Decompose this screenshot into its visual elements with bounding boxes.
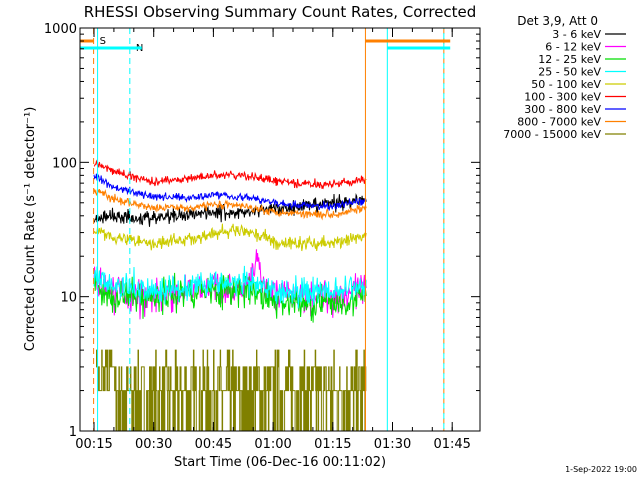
x-tick-label: 01:30 [374, 437, 411, 452]
series-line [93, 159, 367, 190]
y-tick-label: 1000 [44, 22, 77, 37]
legend-label: 12 - 25 keV [538, 53, 601, 66]
x-tick-label: 01:45 [433, 437, 470, 452]
x-tick-label: 01:00 [254, 437, 291, 452]
y-tick-label: 100 [52, 156, 77, 171]
x-tick-label: 00:30 [135, 437, 172, 452]
overlay-layer: SN [80, 28, 451, 431]
series-line [96, 349, 367, 432]
legend-label: 3 - 6 keV [552, 28, 601, 41]
series-line [93, 265, 367, 309]
legend-label: 50 - 100 keV [531, 78, 601, 91]
x-tick-label: 01:15 [314, 437, 351, 452]
legend-label: 300 - 800 keV [524, 103, 601, 116]
y-tick-label: 1 [69, 425, 77, 440]
legend-label: 800 - 7000 keV [517, 116, 601, 129]
plot-frame [79, 27, 481, 432]
series-line [93, 223, 367, 252]
legend-label: 25 - 50 keV [538, 66, 601, 79]
y-axis: 1 10 100 1000 [44, 22, 480, 440]
series-line [93, 188, 367, 221]
x-axis: 00:15 00:30 00:45 01:00 01:15 01:30 01:45 [75, 28, 471, 452]
data-layer [93, 159, 367, 432]
x-axis-label: Start Time (06-Dec-16 00:11:02) [174, 455, 386, 470]
x-tick-label: 00:15 [75, 437, 112, 452]
y-tick-label: 10 [60, 291, 77, 306]
legend-title: Det 3,9, Att 0 [517, 14, 598, 28]
legend-label: 7000 - 15000 keV [503, 128, 601, 141]
marker-label: S [100, 36, 106, 47]
chart-title: RHESSI Observing Summary Count Rates, Co… [84, 3, 477, 21]
legend-label: 6 - 12 keV [545, 41, 601, 54]
x-tick-label: 00:45 [195, 437, 232, 452]
series-line [93, 173, 367, 211]
legend-label: 100 - 300 keV [524, 91, 601, 104]
footer-timestamp: 1-Sep-2022 19:00 [565, 465, 637, 474]
y-axis-label: Corrected Count Rate (s⁻¹ detector⁻¹) [23, 107, 38, 352]
